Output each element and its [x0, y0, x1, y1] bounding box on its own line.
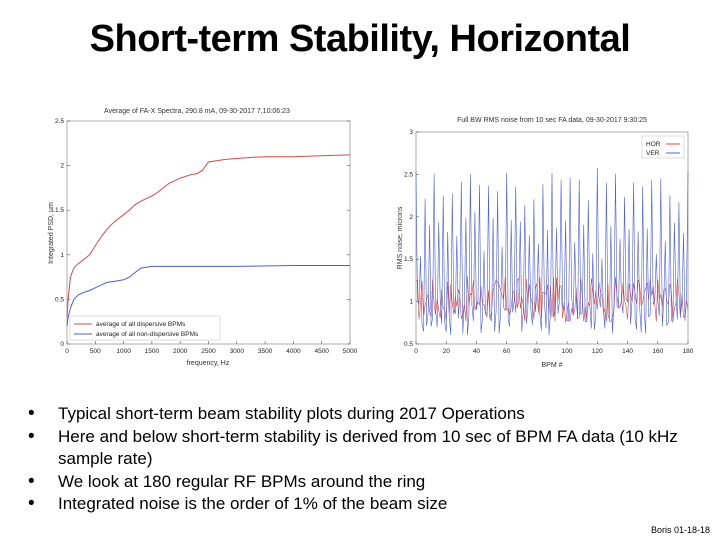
legend-entry: VER: [646, 150, 660, 157]
y-tick-label: 2: [409, 214, 413, 221]
integrated-psd-chart: Average of FA-X Spectra, 290.8 mA, 09-30…: [42, 103, 367, 373]
plot-frame: [66, 120, 351, 345]
rms-noise-svg: Full BW RMS noise from 10 sec FA data, 0…: [397, 117, 694, 369]
bullet-item: Typical short-term beam stability plots …: [28, 403, 718, 426]
x-tick-label: 20: [443, 348, 451, 355]
series-line-2: [66, 265, 350, 327]
x-tick-label: 1000: [116, 348, 131, 355]
x-tick-label: 2500: [201, 348, 216, 355]
x-axis-label: frequency, Hz: [187, 360, 230, 367]
y-axis-label: Integrated PSD, µm: [48, 202, 55, 264]
bullet-item: Here and below short-term stability is d…: [28, 426, 718, 471]
x-tick-label: 40: [473, 348, 481, 355]
rms-noise-chart: Full BW RMS noise from 10 sec FA data, 0…: [392, 108, 702, 376]
x-tick-label: 500: [90, 348, 101, 355]
y-tick-label: 0.5: [404, 341, 413, 348]
x-tick-label: 3000: [230, 348, 245, 355]
chart-title: Full BW RMS noise from 10 sec FA data, 0…: [457, 117, 647, 124]
y-tick-label: 1.5: [404, 256, 413, 263]
x-tick-label: 4500: [314, 348, 329, 355]
slide-title: Short-term Stability, Horizontal: [89, 18, 631, 60]
series-line-1: [66, 154, 351, 318]
legend-entry: HOR: [646, 141, 661, 148]
series-line-ver: [415, 167, 689, 336]
footer-credit: Boris 01-18-18: [650, 525, 710, 535]
x-tick-label: 0: [65, 348, 69, 355]
y-tick-label: 3: [409, 129, 413, 136]
x-tick-label: 120: [592, 348, 603, 355]
y-tick-label: 1: [409, 299, 413, 306]
x-tick-label: 140: [622, 348, 633, 355]
x-tick-label: 1500: [145, 348, 160, 355]
legend-entry: average of all dispersive BPMs: [96, 321, 186, 328]
x-tick-label: 4000: [286, 348, 301, 355]
chart-title: Average of FA-X Spectra, 290.8 mA, 09-30…: [104, 108, 290, 115]
legend-entry: average of all non-dispersive BPMs: [96, 331, 199, 338]
bullet-list: Typical short-term beam stability plots …: [28, 403, 718, 516]
y-tick-label: 2: [60, 163, 64, 170]
plot-frame: [415, 131, 689, 345]
x-tick-label: 5000: [343, 348, 358, 355]
y-tick-label: 1.5: [55, 207, 64, 214]
x-tick-label: 80: [533, 348, 541, 355]
legend-box: [69, 315, 221, 341]
y-tick-label: 2.5: [404, 171, 413, 178]
bullet-item: We look at 180 regular RF BPMs around th…: [28, 471, 718, 494]
x-tick-label: 2000: [173, 348, 188, 355]
y-axis-label: RMS noise, microns: [397, 206, 404, 269]
x-tick-label: 3500: [258, 348, 273, 355]
series-line-hor: [415, 276, 689, 323]
bullet-item: Integrated noise is the order of 1% of t…: [28, 493, 718, 516]
x-tick-label: 180: [683, 348, 694, 355]
x-tick-label: 60: [503, 348, 511, 355]
y-tick-label: 1: [60, 252, 64, 259]
integrated-psd-svg: Average of FA-X Spectra, 290.8 mA, 09-30…: [48, 108, 358, 367]
x-tick-label: 100: [562, 348, 573, 355]
x-axis-label: BPM #: [541, 362, 562, 369]
x-tick-label: 0: [414, 348, 418, 355]
y-tick-label: 0.5: [55, 296, 64, 303]
y-tick-label: 0: [60, 341, 64, 348]
x-tick-label: 160: [652, 348, 663, 355]
y-tick-label: 2.5: [55, 118, 64, 125]
